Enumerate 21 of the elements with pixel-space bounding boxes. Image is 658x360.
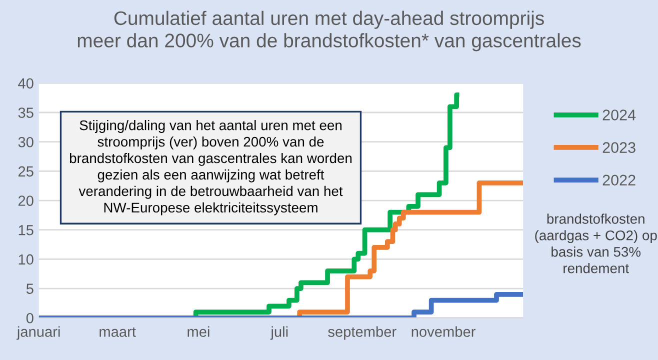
y-tick-label: 15 xyxy=(18,225,34,236)
y-tick-label: 10 xyxy=(18,254,34,265)
y-tick-label: 20 xyxy=(18,196,34,206)
x-tick-label: maart xyxy=(100,327,136,337)
y-tick-label: 25 xyxy=(18,166,34,177)
y-tick-label: 40 xyxy=(18,78,34,89)
x-tick-label: januari xyxy=(16,326,60,340)
y-tick-label: 5 xyxy=(26,284,34,294)
y-tick-label: 35 xyxy=(18,108,34,118)
x-tick-label: september xyxy=(328,326,396,340)
annotation: Stijging/daling van het aantal uren met een stroomprijs (ver) boven 200% van de brandstofkosten van gascentrales kan worden gezien als een aanwijzing wat betreft verandering in de betrouwbaarheid van het NW-Europese elektriciteitssysteem xyxy=(70,120,352,216)
y-tick-label: 30 xyxy=(18,136,34,148)
x-tick-label: juli xyxy=(270,326,288,340)
chart-title: Cumulatief aantal uren met day-ahead stroomprijs meer dan 200% van de brandstofkosten* van gascentrales xyxy=(78,10,581,52)
legend-label: 2022 xyxy=(602,174,636,186)
legend-label: 2024 xyxy=(602,110,636,120)
text: brandstofkosten (aardgas + CO2) op basis van 53% rendement xyxy=(535,214,657,274)
x-tick-label: mei xyxy=(188,326,210,337)
y-tick-label: 0 xyxy=(26,312,34,324)
x-tick-label: november xyxy=(412,326,476,337)
legend-label: 2023 xyxy=(602,142,636,153)
